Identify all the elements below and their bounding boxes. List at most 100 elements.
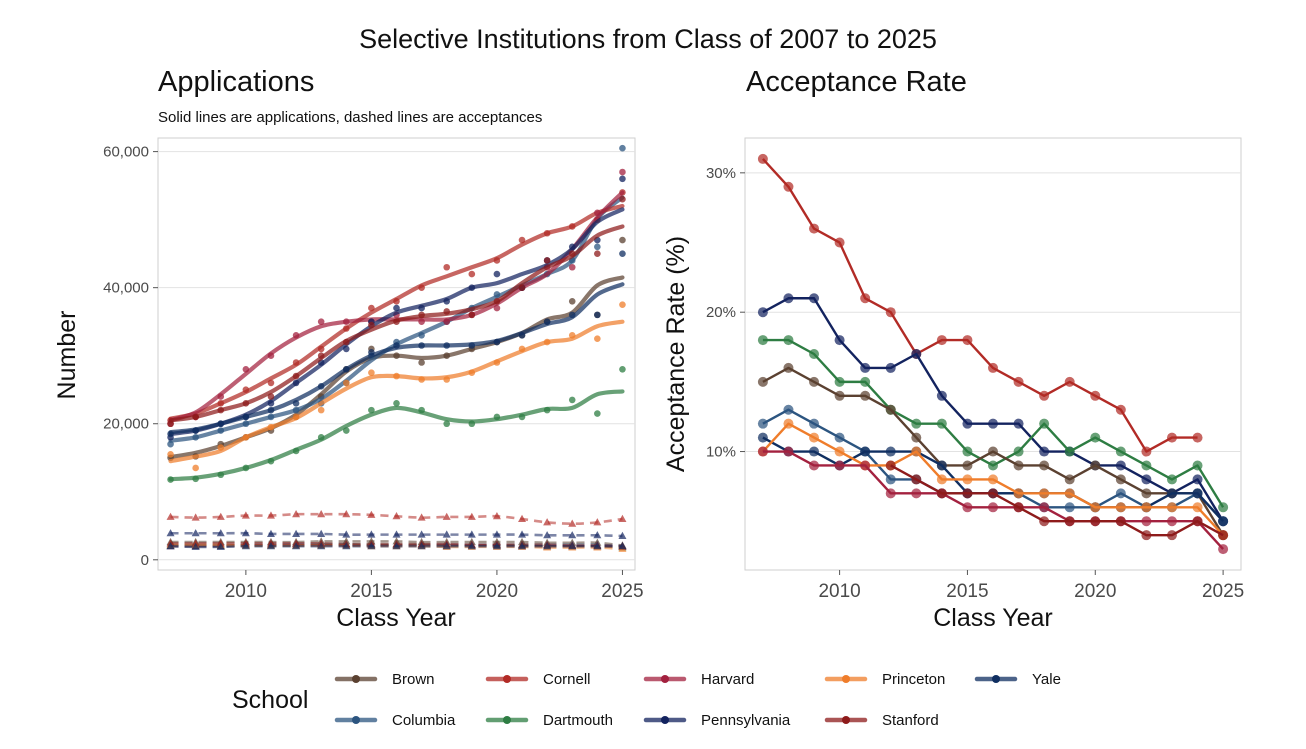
x-tick-label: 2020 xyxy=(476,581,518,602)
acceptance-rate-point xyxy=(757,418,768,429)
acceptance-rate-point xyxy=(834,376,845,387)
applications-point xyxy=(167,451,174,458)
applications-point xyxy=(167,420,174,428)
acceptance-rate-line-pennsylvania xyxy=(762,297,1225,522)
acceptance-rate-point xyxy=(1141,516,1152,527)
applications-point xyxy=(443,376,451,383)
acceptance-rate-point xyxy=(1166,516,1177,527)
applications-point xyxy=(418,359,425,366)
applications-point xyxy=(518,413,526,421)
applications-point xyxy=(393,297,400,305)
acceptance-rate-point xyxy=(1192,516,1203,527)
applications-point xyxy=(267,379,275,387)
acceptance-rate-point xyxy=(757,153,768,164)
applications-point xyxy=(242,366,250,373)
legend-key-point xyxy=(352,716,360,724)
legend-item-stanford: Stanford xyxy=(824,712,939,729)
acceptances-series-cornell xyxy=(166,510,627,527)
acceptances-point xyxy=(593,541,602,550)
acceptance-rate-point xyxy=(1064,488,1075,499)
applications-point xyxy=(292,379,300,387)
applications-point xyxy=(292,406,300,414)
legend-items: Brown Cornell Harvard Princeton Yale Columbia… xyxy=(334,671,1061,729)
legend: School Brown Cornell Harvard Princeton Yale C… xyxy=(232,671,1061,729)
legend-item-brown: Brown xyxy=(334,671,435,688)
acceptance-rate-point xyxy=(1039,516,1050,527)
y-tick-label: 10% xyxy=(706,444,736,461)
legend-label: Dartmouth xyxy=(543,712,613,729)
applications-point xyxy=(568,396,576,404)
acceptances-point xyxy=(543,541,552,550)
legend-key-point xyxy=(661,675,669,683)
applications-series-yale xyxy=(167,250,626,438)
acceptance-rate-point xyxy=(1192,460,1203,471)
acceptance-rate-point xyxy=(885,307,896,318)
acceptance-rate-point xyxy=(1064,502,1075,513)
acceptances-point xyxy=(216,529,225,537)
page-title: Selective Institutions from Class of 200… xyxy=(359,24,937,54)
acceptance-rate-point xyxy=(988,474,998,485)
applications-point xyxy=(518,345,526,353)
x-tick-label: 2015 xyxy=(946,581,988,602)
acceptance-rate-point xyxy=(1192,488,1203,499)
applications-point xyxy=(317,383,325,390)
acceptance-rate-point xyxy=(1218,530,1229,541)
x-tick-label: 2010 xyxy=(818,581,860,602)
applications-axes: 0 20,000 40,000 60,000 2010 2015 2020 2025 xyxy=(103,144,643,602)
acceptances-point xyxy=(492,512,501,520)
acceptance-rate-point xyxy=(962,418,973,429)
acceptance-rate-point xyxy=(757,335,768,346)
acceptance-rate-point xyxy=(962,446,973,457)
acceptance-rate-point xyxy=(988,446,998,457)
acceptances-point xyxy=(568,519,577,527)
acceptance-rate-point xyxy=(809,293,820,304)
applications-point xyxy=(292,413,300,421)
acceptance-rate-point xyxy=(911,432,922,443)
acceptance-rate-point xyxy=(809,376,820,387)
acceptances-point xyxy=(166,529,175,537)
acceptances-point xyxy=(317,510,326,518)
acceptances-point xyxy=(467,512,476,520)
acceptance-rate-point xyxy=(783,181,794,192)
acceptances-point xyxy=(166,512,175,520)
y-tick-label: 40,000 xyxy=(103,280,149,297)
acceptance-rate-point xyxy=(1115,460,1126,471)
applications-point xyxy=(393,352,400,360)
acceptance-rate-point xyxy=(1039,390,1050,401)
acceptance-rate-point xyxy=(1166,474,1177,485)
acceptance-rate-point xyxy=(936,474,947,485)
legend-key-point xyxy=(842,675,850,683)
applications-point xyxy=(368,348,375,356)
applications-point xyxy=(393,304,400,312)
acceptance-rate-point xyxy=(860,362,871,373)
applications-point xyxy=(468,342,476,349)
applications-point xyxy=(242,386,250,394)
applications-point xyxy=(292,400,300,407)
applications-subtitle: Solid lines are applications, dashed lin… xyxy=(158,109,542,126)
applications-series xyxy=(166,144,627,552)
legend-item-columbia: Columbia xyxy=(334,712,456,729)
acceptances-point xyxy=(241,529,250,537)
applications-point xyxy=(342,338,350,346)
acceptances-point xyxy=(216,542,225,550)
legend-label: Brown xyxy=(392,671,435,688)
acceptance-rate-point xyxy=(911,474,922,485)
applications-point xyxy=(342,366,350,373)
acceptance-rate-point xyxy=(1166,432,1177,443)
acceptances-point xyxy=(367,530,376,538)
acceptance-rate-point xyxy=(1013,460,1024,471)
acceptances-point xyxy=(593,531,602,539)
applications-point xyxy=(267,393,275,400)
acceptance-rate-point xyxy=(1192,474,1203,485)
applications-point xyxy=(493,257,501,264)
applications-point xyxy=(192,427,199,434)
acceptance-rate-point xyxy=(1013,446,1024,457)
applications-point xyxy=(418,318,425,325)
acceptances-point xyxy=(266,529,275,537)
legend-label: Harvard xyxy=(701,671,754,688)
y-tick-label: 20% xyxy=(706,304,736,321)
applications-point xyxy=(217,471,225,479)
legend-item-dartmouth: Dartmouth xyxy=(485,712,613,729)
applications-point xyxy=(217,393,225,400)
